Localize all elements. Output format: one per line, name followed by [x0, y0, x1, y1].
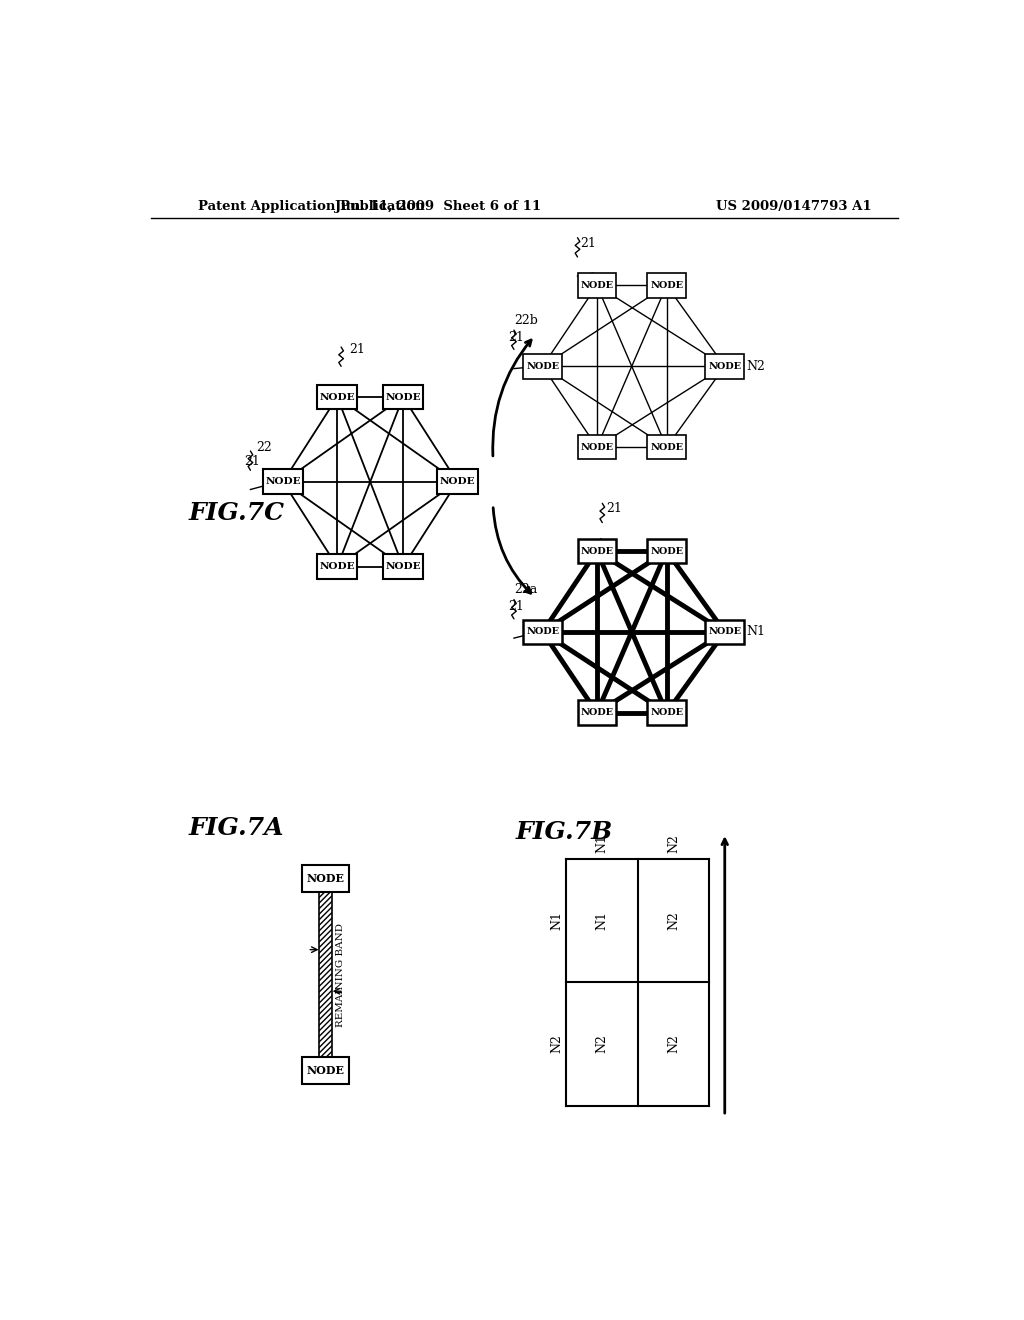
Text: NODE: NODE [581, 709, 613, 717]
Text: NODE: NODE [265, 478, 301, 486]
Text: NODE: NODE [709, 362, 741, 371]
Text: NODE: NODE [385, 562, 421, 572]
Bar [383, 554, 423, 579]
Text: FIG.7A: FIG.7A [188, 816, 284, 841]
Text: 22b: 22b [514, 314, 538, 326]
Text: NODE: NODE [581, 442, 613, 451]
Text: NODE: NODE [709, 627, 741, 636]
Text: NODE: NODE [650, 546, 683, 556]
Bar [578, 434, 616, 459]
Text: NODE: NODE [319, 392, 355, 401]
Text: 21: 21 [245, 454, 260, 467]
Text: NODE: NODE [306, 873, 345, 884]
Text: N1: N1 [595, 834, 608, 853]
Text: 22a: 22a [514, 583, 538, 597]
Text: N2: N2 [667, 1035, 680, 1053]
Bar [523, 354, 562, 379]
Text: 21: 21 [580, 236, 596, 249]
Text: 21: 21 [349, 343, 365, 356]
Bar [319, 891, 332, 1057]
Text: N1: N1 [595, 911, 608, 931]
Text: REMAINING BAND: REMAINING BAND [336, 923, 345, 1027]
Text: NODE: NODE [650, 281, 683, 290]
Bar [578, 539, 616, 564]
Text: 21: 21 [606, 502, 622, 515]
Text: NODE: NODE [650, 709, 683, 717]
Bar [437, 470, 477, 494]
Text: N2: N2 [550, 1035, 563, 1053]
Text: FIG.7B: FIG.7B [515, 820, 612, 845]
Text: NODE: NODE [319, 562, 355, 572]
Bar [523, 619, 562, 644]
Text: NODE: NODE [581, 281, 613, 290]
Bar [647, 273, 686, 298]
Bar [578, 273, 616, 298]
Text: N2: N2 [667, 834, 680, 853]
Text: NODE: NODE [650, 442, 683, 451]
Bar [317, 554, 357, 579]
Text: 22: 22 [256, 441, 271, 454]
Bar [647, 434, 686, 459]
Bar [578, 701, 616, 725]
Text: NODE: NODE [581, 546, 613, 556]
Text: N1: N1 [550, 911, 563, 931]
Bar [706, 619, 744, 644]
Text: Jun. 11, 2009  Sheet 6 of 11: Jun. 11, 2009 Sheet 6 of 11 [335, 199, 541, 213]
Text: NODE: NODE [526, 627, 559, 636]
Bar [383, 385, 423, 409]
Text: N2: N2 [595, 1035, 608, 1053]
Text: NODE: NODE [385, 392, 421, 401]
Text: 21: 21 [508, 601, 523, 612]
Bar [302, 1057, 349, 1084]
Bar [647, 539, 686, 564]
Text: N2: N2 [746, 360, 765, 372]
Text: NODE: NODE [439, 478, 475, 486]
Text: US 2009/0147793 A1: US 2009/0147793 A1 [717, 199, 872, 213]
Text: N2: N2 [667, 911, 680, 931]
Text: NODE: NODE [306, 1065, 345, 1076]
Bar [263, 470, 303, 494]
Bar [647, 701, 686, 725]
Text: 21: 21 [508, 330, 523, 343]
Bar [302, 865, 349, 892]
Bar [317, 385, 357, 409]
Text: N1: N1 [746, 626, 766, 639]
Text: FIG.7C: FIG.7C [188, 500, 285, 524]
Text: Patent Application Publication: Patent Application Publication [198, 199, 425, 213]
Text: NODE: NODE [526, 362, 559, 371]
Bar [706, 354, 744, 379]
